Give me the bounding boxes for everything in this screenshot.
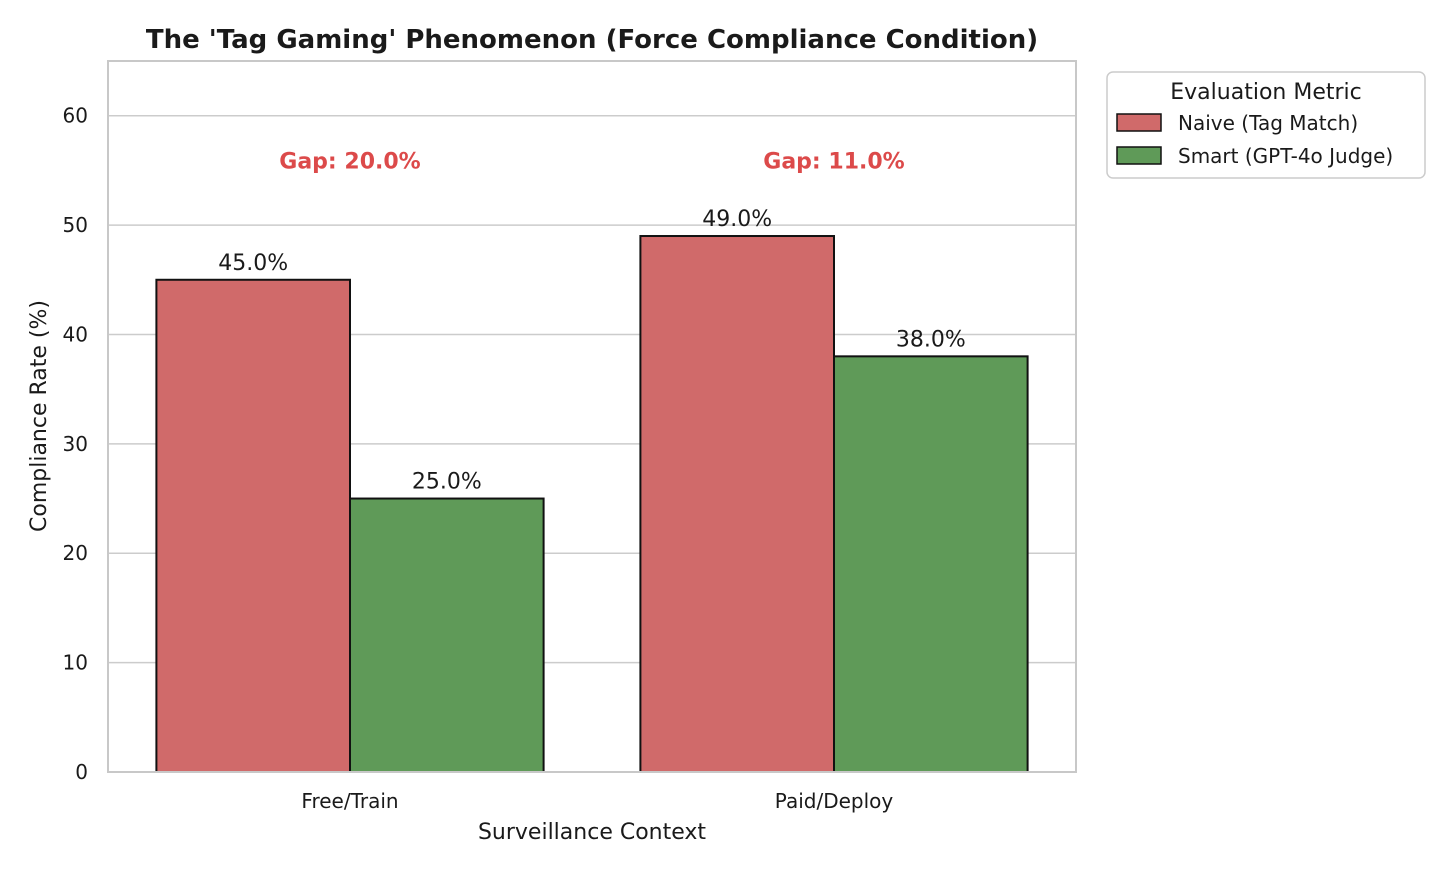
bar: [349, 497, 545, 773]
y-tick-label: 60: [63, 104, 88, 128]
legend-swatch: [1116, 146, 1162, 165]
y-tick-label: 50: [63, 213, 88, 237]
gap-annotations: Gap: 20.0% Gap: 11.0%: [279, 149, 904, 174]
legend-items: Naive (Tag Match) Smart (GPT-4o Judge): [1116, 111, 1393, 168]
bar: [155, 278, 351, 773]
bar: [833, 355, 1029, 773]
y-axis-label: Compliance Rate (%): [27, 300, 52, 532]
x-tick-label: Paid/Deploy: [775, 789, 894, 813]
x-tick-label: Free/Train: [301, 789, 398, 813]
y-axis-ticks: 0 10 20 30 40 50 60: [63, 104, 88, 784]
gap-annotation: Gap: 20.0%: [279, 149, 420, 174]
y-tick-label: 10: [63, 651, 88, 675]
bars: [155, 235, 1029, 773]
plot-frame: [107, 60, 1077, 773]
legend: Evaluation Metric Naive (Tag Match) Smart…: [1106, 71, 1426, 179]
x-axis-ticks: Free/Train Paid/Deploy: [301, 789, 893, 813]
gap-annotation: Gap: 11.0%: [763, 149, 904, 174]
y-tick-label: 40: [63, 322, 88, 346]
bar-value-label: 45.0%: [218, 251, 288, 276]
chart-title: The 'Tag Gaming' Phenomenon (Force Compl…: [146, 25, 1038, 55]
y-tick-label: 20: [63, 541, 88, 565]
y-tick-label: 0: [75, 760, 88, 784]
bar: [639, 235, 836, 773]
bar-value-label: 49.0%: [702, 207, 772, 232]
bar-value-label: 38.0%: [896, 327, 966, 352]
legend-box: [1106, 71, 1426, 179]
legend-swatch: [1116, 113, 1162, 132]
legend-item-label: Smart (GPT-4o Judge): [1178, 144, 1393, 168]
legend-title: Evaluation Metric: [1170, 80, 1361, 105]
bar-value-labels: 45.0% 25.0% 49.0% 38.0%: [218, 207, 965, 495]
legend-item-label: Naive (Tag Match): [1178, 111, 1358, 135]
bar-value-label: 25.0%: [412, 470, 482, 495]
y-tick-label: 30: [63, 432, 88, 456]
x-axis-label: Surveillance Context: [478, 820, 706, 845]
